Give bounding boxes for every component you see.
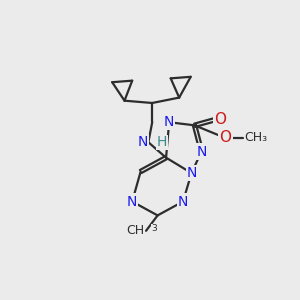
Text: N: N [138,135,148,149]
Text: N: N [178,195,188,208]
Text: H: H [157,135,167,149]
Text: O: O [214,112,226,127]
Text: N: N [187,166,197,180]
Text: CH₃: CH₃ [244,131,268,144]
Text: N: N [127,195,137,208]
Text: O: O [219,130,231,145]
Text: CH: CH [126,224,145,237]
Text: N: N [164,115,174,129]
Text: 3: 3 [152,224,157,233]
Text: N: N [197,145,207,158]
